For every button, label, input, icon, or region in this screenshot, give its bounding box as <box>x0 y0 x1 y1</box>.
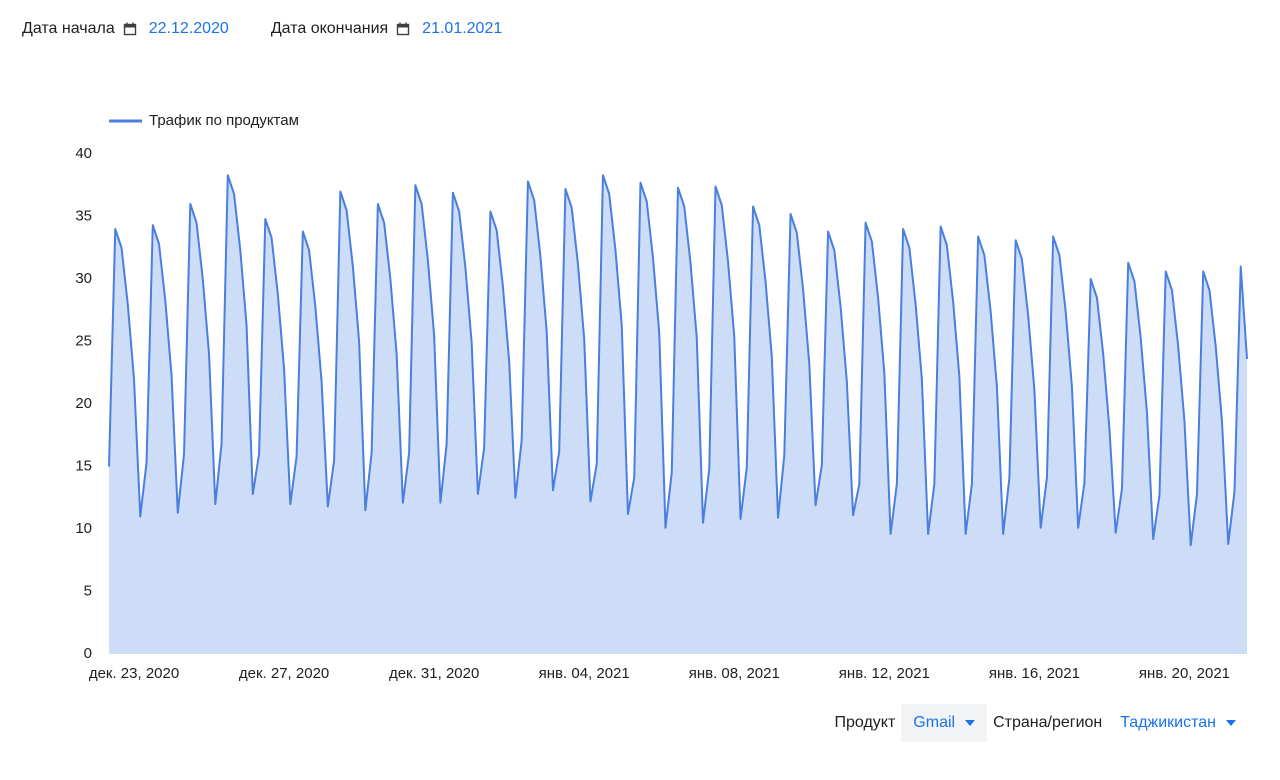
y-tick-label: 0 <box>84 645 92 662</box>
region-dropdown[interactable]: Таджикистан <box>1108 704 1248 742</box>
y-tick-label: 10 <box>75 520 92 537</box>
series-line <box>108 174 1248 547</box>
product-value[interactable]: Gmail <box>913 714 956 731</box>
start-label: Дата начала <box>22 20 115 37</box>
x-tick-label: дек. 23, 2020 <box>89 665 179 682</box>
x-tick-label: янв. 08, 2021 <box>689 665 780 682</box>
end-label: Дата окончания <box>270 20 389 37</box>
y-tick-label: 40 <box>75 145 92 162</box>
calendar-icon[interactable] <box>123 22 137 36</box>
date-filters: Дата начала 22.12.2020 Дата окончания 21… <box>22 20 544 38</box>
region-label: Страна/регион <box>993 714 1103 731</box>
x-tick-label: дек. 27, 2020 <box>239 665 329 682</box>
area-fill <box>109 175 1247 654</box>
product-label: Продукт <box>834 714 896 731</box>
region-value[interactable]: Таджикистан <box>1120 714 1216 731</box>
y-tick-label: 30 <box>75 270 92 287</box>
dropdown-arrow[interactable] <box>1226 720 1236 726</box>
x-tick-label: дек. 31, 2020 <box>389 665 479 682</box>
y-tick-label: 15 <box>75 457 92 474</box>
y-tick-label: 20 <box>75 395 92 412</box>
legend-label: Трафик по продуктам <box>149 112 299 129</box>
y-tick-label: 25 <box>75 332 92 349</box>
dropdown-arrow[interactable] <box>965 720 976 726</box>
controls: Продукт Gmail Страна/регион Таджикистан <box>835 704 1249 742</box>
x-tick-label: янв. 04, 2021 <box>539 665 630 682</box>
start-date[interactable]: 22.12.2020 <box>148 20 229 37</box>
x-tick-label: янв. 16, 2021 <box>989 665 1080 682</box>
end-date[interactable]: 21.01.2021 <box>422 20 503 37</box>
calendar-icon[interactable] <box>396 22 410 36</box>
product-dropdown[interactable]: Gmail <box>901 704 988 742</box>
y-tick-label: 5 <box>84 582 92 599</box>
x-tick-label: янв. 12, 2021 <box>839 665 930 682</box>
y-tick-label: 35 <box>75 207 92 224</box>
chart: 0 5 10 15 20 25 30 35 40 дек. 23, 2020 дек. 27, 20… <box>75 112 1248 682</box>
x-tick-label: янв. 20, 2021 <box>1139 665 1230 682</box>
